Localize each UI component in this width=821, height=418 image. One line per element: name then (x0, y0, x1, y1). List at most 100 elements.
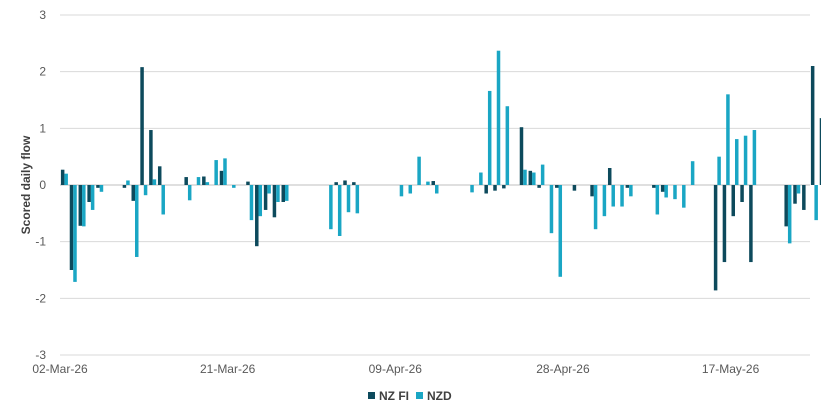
bar-nzd (196, 177, 201, 185)
bar-nz-fi (140, 67, 144, 185)
bar-nzd (205, 182, 210, 185)
bar-nz-fi (502, 185, 506, 189)
bar-nzd (558, 185, 563, 277)
bar-nz-fi (493, 185, 497, 191)
bar-nzd (73, 185, 77, 282)
bar-nzd (487, 90, 492, 185)
y-tick-label: -1 (35, 235, 46, 249)
bar-nz-fi (263, 185, 268, 210)
bar-nz-fi (131, 185, 135, 201)
bar-nzd (752, 130, 757, 185)
bar-nz-fi (652, 185, 656, 188)
bar-nz-fi (184, 177, 188, 185)
bar-nzd (690, 161, 695, 185)
bar-nzd (787, 185, 792, 244)
bar-nz-fi (713, 185, 718, 291)
bar-nzd (223, 158, 227, 185)
bar-nzd (249, 185, 254, 221)
bar-nz-fi (343, 180, 347, 185)
bar-nz-fi (555, 185, 559, 188)
bar-nzd (602, 185, 607, 217)
bar-nz-fi (281, 185, 285, 202)
y-tick-label: 2 (39, 65, 46, 79)
bar-nz-fi (722, 185, 727, 263)
bar-nzd (629, 185, 633, 197)
bar-nz-fi (607, 168, 612, 185)
bar-nzd (743, 135, 748, 185)
bar-nz-fi (784, 185, 788, 227)
bar-nzd (496, 50, 501, 186)
legend-swatch-nzd (416, 392, 423, 399)
bar-nzd (329, 185, 333, 230)
bar-nz-fi (219, 170, 224, 185)
bar-nz-fi (96, 185, 100, 188)
bar-nz-fi (802, 185, 806, 210)
bar-nz-fi (749, 185, 753, 263)
bar-nz-fi (740, 185, 744, 202)
bar-nzd (267, 185, 271, 194)
bar-nz-fi (484, 185, 488, 194)
bar-nzd (593, 185, 598, 230)
bar-nzd (276, 185, 280, 202)
bar-nz-fi (431, 181, 435, 185)
x-tick-label: 21-Mar-26 (200, 362, 256, 376)
bar-nz-fi (334, 182, 338, 185)
bar-nzd (532, 172, 536, 185)
bar-nzd (82, 185, 86, 227)
bar-nzd (523, 169, 527, 185)
bar-nz-fi (246, 181, 250, 185)
bar-nzd (285, 185, 289, 201)
bar-nzd (99, 185, 104, 192)
legend-label-nzd: NZD (427, 389, 452, 403)
bar-nz-fi (519, 127, 524, 185)
bar-nz-fi (590, 185, 594, 197)
legend-swatch-nz-fi (368, 392, 375, 399)
bar-nzd (90, 185, 95, 210)
bar-nz-fi (122, 185, 127, 188)
bar-nzd (232, 185, 236, 188)
bar-nzd (152, 179, 157, 185)
bar-nz-fi (202, 176, 206, 185)
y-tick-label: -3 (35, 348, 46, 362)
bar-nzd (479, 172, 483, 185)
bar-nzd (337, 185, 342, 236)
bar-nz-fi (255, 185, 259, 247)
bar-nz-fi (272, 185, 277, 218)
bar-nz-fi (60, 169, 65, 185)
bar-nzd (143, 185, 148, 196)
bar-nz-fi (69, 185, 74, 270)
x-tick-label: 09-Apr-26 (369, 362, 423, 376)
x-tick-label: 28-Apr-26 (536, 362, 590, 376)
bar-nz-fi (87, 185, 91, 202)
bar-nzd (408, 185, 413, 194)
bar-nzd (655, 185, 660, 215)
bar-nzd (399, 185, 404, 197)
bar-nzd (682, 185, 686, 208)
legend: NZ FI NZD (368, 389, 452, 403)
bar-nzd (814, 185, 818, 221)
bar-nz-fi (810, 66, 815, 185)
bar-nzd (611, 185, 615, 207)
y-tick-label: 0 (39, 178, 46, 192)
bar-nzd (796, 185, 801, 194)
bar-nzd (726, 94, 730, 185)
bar-nz-fi (819, 118, 821, 185)
bar-nzd (426, 181, 430, 185)
bar-nzd (717, 156, 721, 185)
bar-nzd (735, 139, 739, 185)
bar-nzd (346, 185, 351, 213)
bar-nzd (355, 185, 360, 214)
bar-nz-fi (572, 185, 577, 191)
bar-nzd (187, 185, 192, 201)
bar-nzd (673, 185, 677, 200)
bar-nzd (135, 185, 139, 257)
bar-nzd (620, 185, 624, 207)
bars (60, 50, 821, 291)
bar-nzd (417, 156, 421, 185)
bar-nzd (540, 164, 545, 185)
bar-nz-fi (660, 185, 665, 192)
bar-nz-fi (537, 185, 541, 188)
bar-nzd (470, 185, 474, 193)
x-tick-label: 02-Mar-26 (32, 362, 88, 376)
